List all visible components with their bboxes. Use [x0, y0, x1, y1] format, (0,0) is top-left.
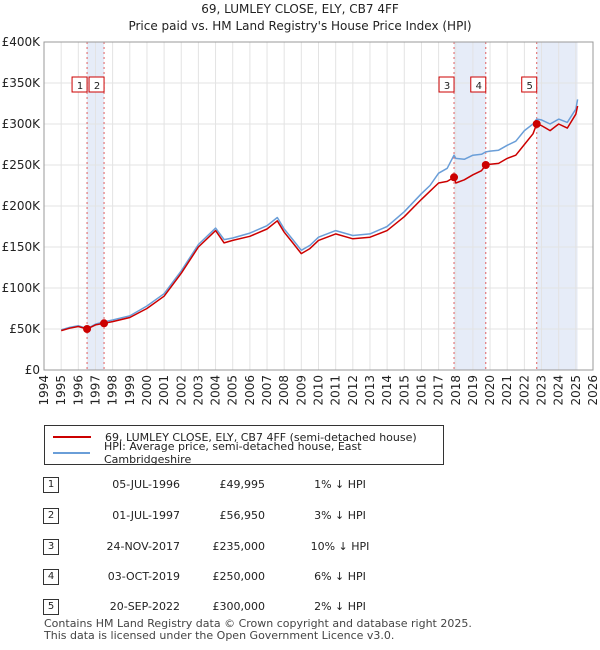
- x-tick-label: 2015: [397, 375, 411, 406]
- sale-point: [532, 120, 541, 128]
- x-tick-label: 2001: [157, 375, 171, 406]
- chart-subtitle: Price paid vs. HM Land Registry's House …: [128, 19, 471, 33]
- legend-swatch-hpi: [53, 452, 90, 454]
- sale-point: [100, 319, 109, 328]
- y-tick-label: £0: [25, 363, 40, 377]
- x-tick-label: 2002: [174, 375, 188, 406]
- legend-label-hpi: HPI: Average price, semi-detached house,…: [103, 440, 362, 466]
- x-tick-label: 2017: [432, 375, 446, 406]
- x-tick-label: 2023: [535, 375, 549, 406]
- x-tick-label: 2016: [414, 375, 428, 406]
- legend-item-property: 69, LUMLEY CLOSE, ELY, CB7 4FF (semi-det…: [53, 429, 417, 445]
- y-tick-label: £400K: [2, 35, 42, 49]
- x-tick-label: 2003: [191, 375, 205, 406]
- y-tick-label: £100K: [2, 281, 42, 295]
- sale-price: £56,950: [219, 509, 266, 522]
- series-line-hpi: [60, 99, 579, 331]
- x-tick-label: 1997: [88, 375, 102, 406]
- x-tick-label: 2011: [329, 375, 343, 406]
- table-row: 5 20-SEP-2022 £300,000 2% ↓ HPI: [0, 597, 600, 617]
- sale-marker-label: 3: [444, 81, 450, 92]
- footer-copyright: Contains HM Land Registry data © Crown c…: [44, 617, 472, 630]
- x-tick-label: 1994: [37, 375, 51, 406]
- x-tick-label: 2022: [517, 375, 531, 406]
- table-row: 3 24-NOV-2017 £235,000 10% ↓ HPI: [0, 537, 600, 557]
- legend-label-property: 69, LUMLEY CLOSE, ELY, CB7 4FF (semi-det…: [105, 430, 417, 444]
- x-tick-label: 2005: [226, 375, 240, 406]
- sale-marker-box: [470, 76, 487, 93]
- sale-marker-label: 1: [77, 81, 83, 92]
- x-tick-label: 2006: [243, 375, 257, 406]
- price-chart: 69, LUMLEY CLOSE, ELY, CB7 4FF Price pai…: [2, 2, 600, 406]
- y-tick-label: £300K: [2, 117, 42, 131]
- legend-item-hpi: HPI: Average price, semi-detached house,…: [53, 440, 443, 466]
- footer-licence: This data is licensed under the Open Gov…: [44, 629, 395, 642]
- x-tick-label: 2026: [586, 375, 600, 406]
- sale-number-badge: 2: [43, 508, 59, 524]
- x-tick-label: 2020: [483, 375, 497, 406]
- x-tick-label: 2010: [312, 375, 326, 406]
- x-tick-label: 2008: [277, 375, 291, 406]
- x-tick-label: 2009: [294, 375, 308, 406]
- sale-number-badge: 5: [43, 599, 59, 615]
- table-row: 2 01-JUL-1997 £56,950 3% ↓ HPI: [0, 506, 600, 526]
- sale-point: [450, 173, 459, 182]
- sale-price: £235,000: [212, 540, 266, 553]
- x-tick-label: 1998: [106, 375, 120, 406]
- x-tick-label: 2013: [363, 375, 377, 406]
- x-tick-label: 1996: [71, 375, 85, 406]
- sale-number-badge: 1: [43, 477, 59, 493]
- sale-hpi-diff: 1% ↓ HPI: [314, 478, 366, 491]
- y-tick-label: £50K: [9, 322, 41, 336]
- sale-marker-box: [88, 76, 105, 93]
- sale-hpi-diff: 2% ↓ HPI: [314, 600, 366, 613]
- legend-swatch-property: [53, 436, 91, 438]
- sale-hpi-diff: 10% ↓ HPI: [310, 540, 370, 553]
- sale-date: 20-SEP-2022: [109, 600, 180, 613]
- x-tick-label: 2014: [380, 375, 394, 406]
- sale-hpi-diff: 6% ↓ HPI: [314, 570, 366, 583]
- sale-hpi-diff: 3% ↓ HPI: [314, 509, 366, 522]
- sale-date: 05-JUL-1996: [112, 478, 180, 491]
- sale-price: £49,995: [219, 478, 266, 491]
- x-tick-label: 2004: [209, 375, 223, 406]
- sale-marker-box: [71, 76, 88, 93]
- sale-point: [83, 325, 92, 334]
- x-tick-label: 2025: [569, 375, 583, 406]
- table-row: 1 05-JUL-1996 £49,995 1% ↓ HPI: [0, 475, 600, 495]
- x-tick-label: 2019: [466, 375, 480, 406]
- footer: Contains HM Land Registry data © Crown c…: [44, 618, 472, 642]
- table-row: 4 03-OCT-2019 £250,000 6% ↓ HPI: [0, 567, 600, 587]
- sale-price: £300,000: [212, 600, 266, 613]
- series-line-property: [60, 105, 579, 332]
- sale-number-badge: 4: [43, 569, 59, 585]
- y-tick-label: £250K: [2, 158, 42, 172]
- sale-marker-label: 4: [476, 81, 482, 92]
- sale-number-badge: 3: [43, 539, 59, 555]
- sale-point: [481, 161, 490, 169]
- y-tick-label: £200K: [2, 199, 42, 213]
- sale-marker-box: [438, 76, 455, 93]
- x-tick-label: 2021: [500, 375, 514, 406]
- x-tick-label: 2000: [140, 375, 154, 406]
- sale-date: 24-NOV-2017: [106, 540, 180, 553]
- sale-marker-label: 2: [94, 81, 100, 92]
- plot-frame: [43, 41, 594, 371]
- x-tick-label: 2024: [552, 375, 566, 406]
- sale-date: 03-OCT-2019: [107, 570, 180, 583]
- sale-date: 01-JUL-1997: [112, 509, 180, 522]
- sale-marker-label: 5: [527, 81, 533, 92]
- y-tick-label: £150K: [2, 240, 42, 254]
- x-tick-label: 1999: [123, 375, 137, 406]
- sale-price: £250,000: [212, 570, 266, 583]
- chart-title: 69, LUMLEY CLOSE, ELY, CB7 4FF: [201, 2, 399, 16]
- x-tick-label: 2018: [449, 375, 463, 406]
- sale-marker-box: [521, 76, 538, 93]
- x-tick-label: 1995: [54, 375, 68, 406]
- x-tick-label: 2012: [346, 375, 360, 406]
- y-tick-label: £350K: [2, 76, 42, 90]
- x-tick-label: 2007: [260, 375, 274, 406]
- legend: 69, LUMLEY CLOSE, ELY, CB7 4FF (semi-det…: [44, 425, 444, 466]
